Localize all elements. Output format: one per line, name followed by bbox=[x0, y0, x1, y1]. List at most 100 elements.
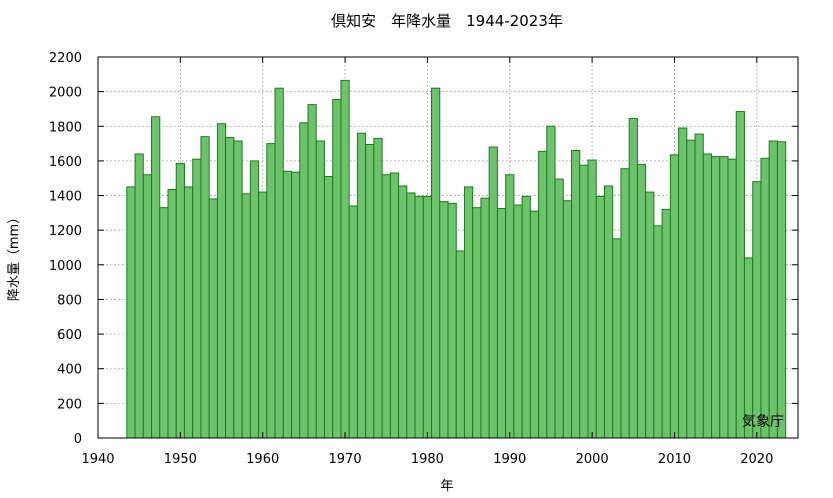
x-axis-ticks: 1940 1950 1960 1970 1980 1990 2000 2010 2020 bbox=[81, 57, 773, 467]
bar-1964 bbox=[291, 171, 301, 439]
bar-2002 bbox=[603, 185, 614, 439]
y-tick-label: 2000 bbox=[49, 86, 82, 101]
bar-1988 bbox=[488, 146, 498, 439]
bar-1978 bbox=[406, 192, 416, 439]
x-tick-label: 2000 bbox=[576, 452, 609, 467]
bar-1956 bbox=[225, 137, 235, 439]
y-axis-title: 降水量（mm） bbox=[7, 211, 22, 301]
bar-1944 bbox=[126, 186, 136, 439]
bar-1986 bbox=[472, 207, 482, 439]
bar-1955 bbox=[216, 123, 227, 439]
bar-1993 bbox=[529, 210, 540, 439]
bar-1965 bbox=[299, 122, 309, 439]
y-tick-label: 600 bbox=[57, 328, 82, 343]
y-tick-label: 1200 bbox=[49, 224, 82, 239]
bar-1982 bbox=[439, 201, 449, 439]
bar-1953 bbox=[200, 136, 210, 439]
bar-1995 bbox=[546, 125, 556, 439]
bar-1958 bbox=[241, 193, 251, 439]
bar-1950 bbox=[175, 163, 185, 439]
plot-frame bbox=[97, 56, 799, 439]
bar-2009 bbox=[661, 208, 671, 439]
bar-1957 bbox=[233, 140, 243, 439]
bar-1992 bbox=[521, 195, 531, 439]
bar-1961 bbox=[266, 143, 276, 439]
x-tick-label: 1940 bbox=[81, 452, 114, 467]
bar-2018 bbox=[735, 111, 745, 439]
bar-2023 bbox=[776, 141, 787, 439]
bar-1984 bbox=[455, 250, 465, 439]
y-tick-label: 2200 bbox=[49, 51, 82, 66]
bar-1981 bbox=[431, 87, 441, 439]
y-tick-label: 800 bbox=[57, 293, 82, 308]
x-tick-label: 2010 bbox=[658, 452, 691, 467]
bar-1973 bbox=[365, 143, 375, 439]
bar-1980 bbox=[422, 195, 433, 439]
bar-2017 bbox=[727, 158, 737, 439]
bar-1996 bbox=[554, 178, 564, 439]
bar-2015 bbox=[711, 156, 721, 439]
bar-2005 bbox=[628, 117, 638, 439]
bar-2001 bbox=[595, 195, 605, 439]
x-tick-label: 1970 bbox=[329, 452, 362, 467]
bar-1962 bbox=[274, 87, 284, 439]
bar-2022 bbox=[768, 140, 778, 439]
bar-1987 bbox=[480, 197, 490, 439]
bar-1969 bbox=[332, 98, 342, 439]
bar-1983 bbox=[447, 202, 457, 439]
bar-1968 bbox=[323, 175, 334, 439]
bar-1979 bbox=[414, 195, 424, 439]
y-tick-label: 0 bbox=[74, 432, 82, 447]
bar-2004 bbox=[620, 168, 630, 439]
bar-1991 bbox=[513, 204, 523, 439]
bars bbox=[126, 79, 787, 439]
bar-1989 bbox=[496, 208, 507, 439]
bar-2012 bbox=[686, 139, 696, 439]
x-tick-label: 1960 bbox=[246, 452, 279, 467]
bar-1949 bbox=[167, 188, 177, 439]
bar-1972 bbox=[356, 132, 367, 439]
bar-2008 bbox=[653, 225, 663, 439]
bar-1963 bbox=[282, 170, 293, 439]
bar-1990 bbox=[505, 174, 515, 439]
bar-1952 bbox=[192, 158, 202, 439]
bar-2016 bbox=[719, 156, 729, 439]
bar-2013 bbox=[694, 133, 704, 439]
bar-1966 bbox=[307, 104, 317, 439]
bar-1959 bbox=[249, 160, 260, 439]
bar-1999 bbox=[579, 164, 589, 439]
bar-1975 bbox=[381, 174, 391, 439]
bar-1948 bbox=[159, 207, 169, 439]
bar-1945 bbox=[134, 153, 144, 439]
bar-1947 bbox=[151, 116, 161, 439]
bar-1967 bbox=[315, 140, 325, 439]
bar-1977 bbox=[398, 185, 408, 439]
y-tick-label: 400 bbox=[57, 363, 82, 378]
y-tick-label: 1800 bbox=[49, 120, 82, 135]
bar-1954 bbox=[208, 198, 218, 439]
bar-2011 bbox=[678, 127, 688, 439]
bar-2021 bbox=[760, 157, 770, 439]
bar-1960 bbox=[258, 191, 268, 439]
bar-1971 bbox=[348, 205, 358, 439]
y-tick-label: 1000 bbox=[49, 259, 82, 274]
bar-2003 bbox=[612, 238, 622, 439]
bar-2014 bbox=[702, 153, 713, 439]
bar-1998 bbox=[571, 150, 581, 439]
bar-2007 bbox=[645, 191, 655, 439]
bar-1997 bbox=[562, 200, 573, 439]
x-tick-label: 1990 bbox=[493, 452, 526, 467]
chart-title: 倶知安 年降水量 1944-2023年 bbox=[331, 12, 563, 30]
bar-1985 bbox=[463, 186, 474, 439]
y-tick-label: 200 bbox=[57, 397, 82, 412]
y-tick-label: 1400 bbox=[49, 190, 82, 205]
x-tick-label: 1950 bbox=[164, 452, 197, 467]
x-tick-label: 2020 bbox=[740, 452, 773, 467]
bar-2000 bbox=[587, 159, 597, 439]
bar-2019 bbox=[743, 257, 754, 439]
bar-2010 bbox=[669, 154, 680, 439]
bar-1946 bbox=[142, 174, 153, 439]
bar-1951 bbox=[183, 186, 194, 439]
y-tick-label: 1600 bbox=[49, 155, 82, 170]
